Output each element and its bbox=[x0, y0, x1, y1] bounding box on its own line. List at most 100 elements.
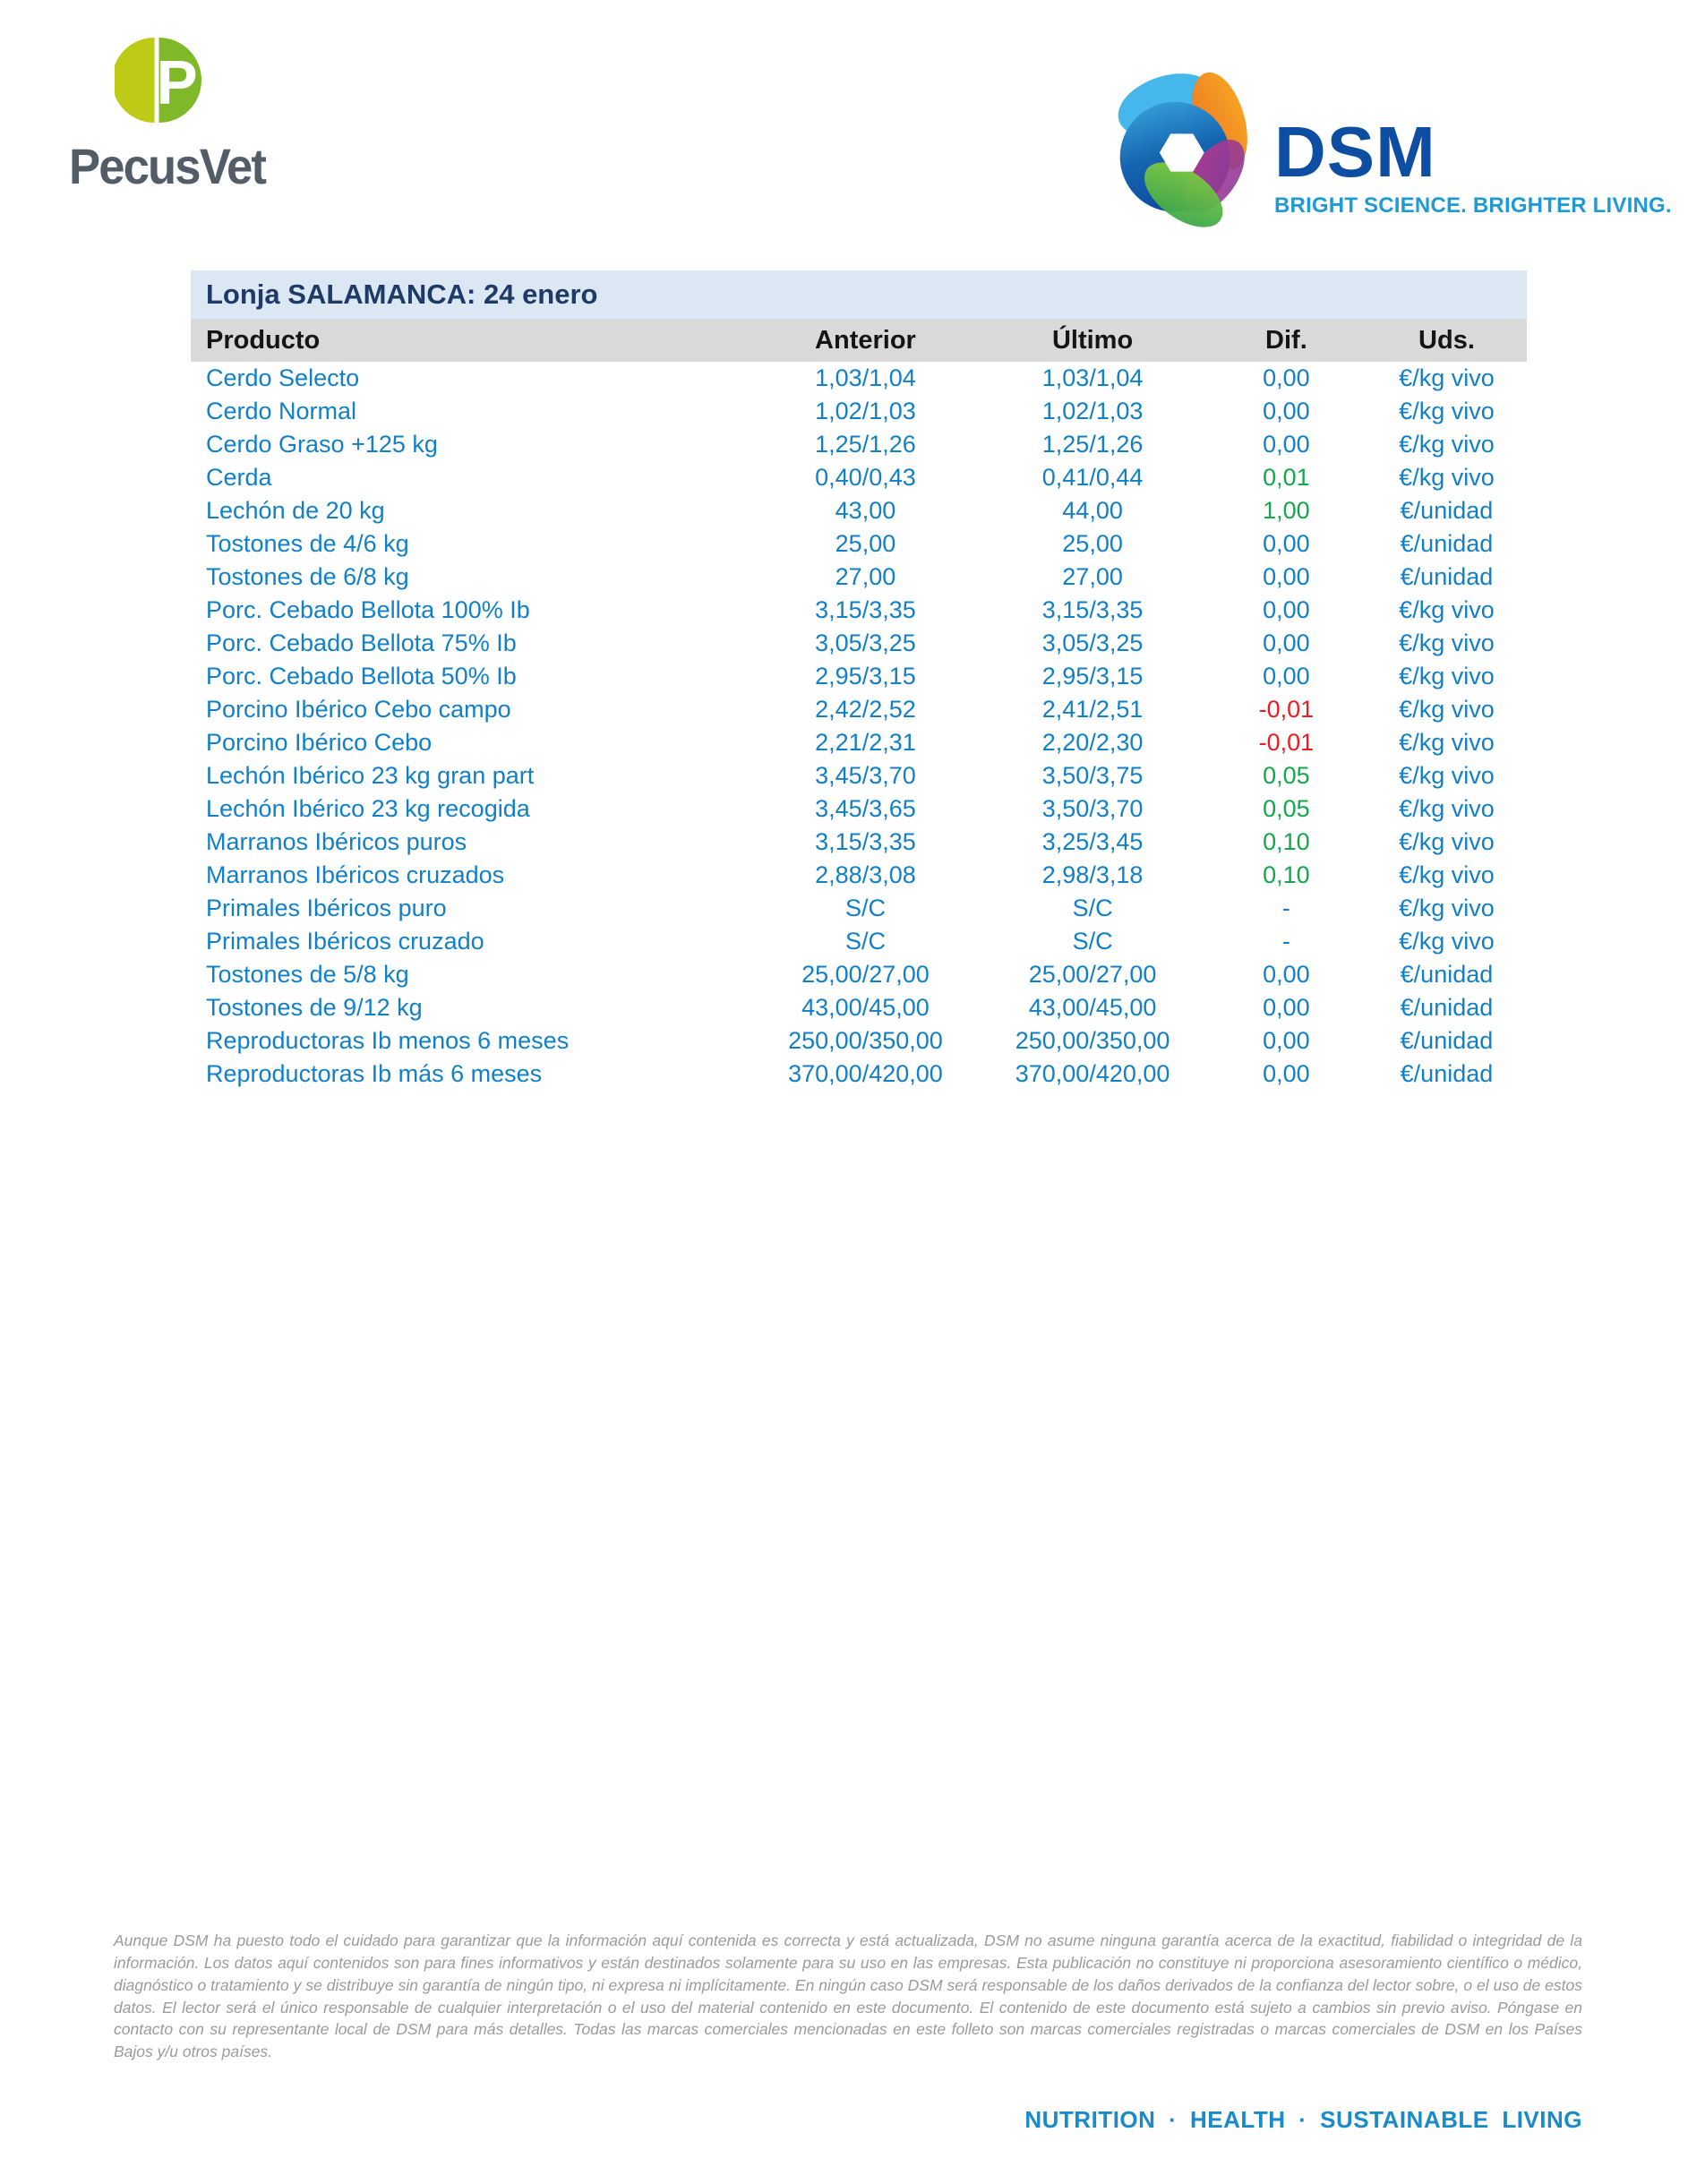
cell-dif: 0,00 bbox=[1263, 961, 1310, 988]
cell-uds: €/unidad bbox=[1400, 497, 1494, 524]
price-table-body: Cerdo Selecto 1,03/1,04 1,03/1,04 0,00 €/kg … bbox=[191, 362, 1527, 1091]
cell-producto: Lechón Ibérico 23 kg recogida bbox=[206, 795, 530, 822]
price-table-head: Producto Anterior Último Dif. Uds. bbox=[191, 319, 1527, 362]
cell-uds: €/unidad bbox=[1400, 961, 1494, 988]
pecusvet-logo: P PecusVet bbox=[69, 36, 320, 195]
cell-uds: €/kg vivo bbox=[1399, 464, 1495, 491]
cell-ultimo: 1,02/1,03 bbox=[1041, 398, 1144, 424]
cell-uds: €/kg vivo bbox=[1399, 729, 1495, 756]
cell-producto: Porc. Cebado Bellota 100% Ib bbox=[206, 596, 530, 623]
cell-dif: 0,00 bbox=[1263, 1027, 1310, 1054]
table-row: Porc. Cebado Bellota 100% Ib 3,15/3,35 3,1… bbox=[191, 594, 1527, 627]
cell-ultimo: 3,50/3,75 bbox=[1041, 762, 1144, 789]
table-row: Tostones de 5/8 kg 25,00/27,00 25,00/27,00… bbox=[191, 958, 1527, 991]
cell-producto: Cerdo Selecto bbox=[206, 364, 360, 391]
cell-anterior: 43,00/45,00 bbox=[801, 994, 930, 1021]
cell-dif: 0,00 bbox=[1263, 630, 1310, 656]
table-row: Primales Ibéricos cruzado S/C S/C - €/kg viv… bbox=[191, 925, 1527, 958]
cell-ultimo: 2,20/2,30 bbox=[1041, 729, 1144, 756]
cell-producto: Porcino Ibérico Cebo campo bbox=[206, 696, 511, 723]
cell-dif: 0,00 bbox=[1263, 1060, 1310, 1087]
cell-uds: €/kg vivo bbox=[1399, 795, 1495, 822]
cell-ultimo: 1,25/1,26 bbox=[1041, 431, 1144, 458]
cell-anterior: 43,00 bbox=[835, 497, 896, 524]
cell-anterior: 3,45/3,65 bbox=[815, 795, 916, 822]
cell-uds: €/kg vivo bbox=[1399, 364, 1495, 391]
table-row: Reproductoras Ib menos 6 meses 250,00/350… bbox=[191, 1024, 1527, 1058]
cell-anterior: 1,25/1,26 bbox=[815, 431, 916, 458]
pecusvet-logo-icon: P bbox=[115, 36, 202, 124]
cell-dif: 0,00 bbox=[1263, 663, 1310, 689]
cell-uds: €/unidad bbox=[1400, 1060, 1494, 1087]
table-row: Porc. Cebado Bellota 75% Ib 3,05/3,25 3,05… bbox=[191, 627, 1527, 660]
pecusvet-wordmark: PecusVet bbox=[69, 138, 267, 194]
price-table: Producto Anterior Último Dif. Uds. Cerdo… bbox=[191, 319, 1527, 1091]
table-row: Lechón Ibérico 23 kg gran part 3,45/3,70 3… bbox=[191, 759, 1527, 792]
cell-uds: €/kg vivo bbox=[1399, 895, 1495, 921]
table-row: Porc. Cebado Bellota 50% Ib 2,95/3,15 2,95… bbox=[191, 660, 1527, 693]
table-row: Porcino Ibérico Cebo campo 2,42/2,52 2,41/… bbox=[191, 693, 1527, 726]
cell-dif: -0,01 bbox=[1258, 729, 1315, 756]
cell-ultimo: 3,05/3,25 bbox=[1041, 630, 1144, 656]
table-row: Primales Ibéricos puro S/C S/C - €/kg vivo bbox=[191, 892, 1527, 925]
cell-ultimo: 370,00/420,00 bbox=[1015, 1060, 1170, 1087]
cell-producto: Primales Ibéricos puro bbox=[206, 895, 447, 921]
cell-anterior: 2,42/2,52 bbox=[815, 696, 916, 723]
cell-ultimo: S/C bbox=[1072, 928, 1113, 955]
table-row: Cerda 0,40/0,43 0,41/0,44 0,01 €/kg vivo bbox=[191, 461, 1527, 494]
cell-uds: €/kg vivo bbox=[1399, 596, 1495, 623]
cell-ultimo: S/C bbox=[1072, 895, 1113, 921]
cell-ultimo: 2,98/3,18 bbox=[1041, 861, 1144, 888]
cell-producto: Marranos Ibéricos puros bbox=[206, 828, 467, 855]
dsm-tagline: BRIGHT SCIENCE. BRIGHTER LIVING. bbox=[1274, 193, 1672, 218]
cell-anterior: 370,00/420,00 bbox=[788, 1060, 943, 1087]
cell-uds: €/kg vivo bbox=[1399, 762, 1495, 789]
dsm-logo: DSM BRIGHT SCIENCE. BRIGHTER LIVING. bbox=[1113, 63, 1672, 242]
table-row: Lechón de 20 kg 43,00 44,00 1,00 €/unidad bbox=[191, 494, 1527, 527]
cell-ultimo: 2,95/3,15 bbox=[1041, 663, 1144, 689]
cell-ultimo: 250,00/350,00 bbox=[1015, 1027, 1170, 1054]
svg-text:P: P bbox=[157, 47, 198, 117]
cell-producto: Cerdo Normal bbox=[206, 398, 357, 424]
cell-dif: 0,00 bbox=[1263, 994, 1310, 1021]
cell-anterior: S/C bbox=[844, 895, 886, 921]
cell-producto: Reproductoras Ib menos 6 meses bbox=[206, 1027, 570, 1054]
cell-anterior: S/C bbox=[844, 928, 886, 955]
cell-producto: Porc. Cebado Bellota 50% Ib bbox=[206, 663, 517, 689]
cell-ultimo: 1,03/1,04 bbox=[1041, 364, 1144, 391]
cell-dif: -0,01 bbox=[1258, 696, 1315, 723]
cell-producto: Primales Ibéricos cruzado bbox=[206, 928, 484, 955]
cell-producto: Cerda bbox=[206, 464, 272, 491]
cell-producto: Porc. Cebado Bellota 75% Ib bbox=[206, 630, 517, 656]
cell-uds: €/kg vivo bbox=[1399, 861, 1495, 888]
cell-dif: 0,00 bbox=[1263, 398, 1310, 424]
cell-producto: Tostones de 6/8 kg bbox=[206, 563, 409, 590]
column-header-anterior: Anterior bbox=[751, 319, 980, 362]
cell-dif: 0,00 bbox=[1263, 596, 1310, 623]
table-row: Tostones de 9/12 kg 43,00/45,00 43,00/45,0… bbox=[191, 991, 1527, 1024]
cell-dif: 0,05 bbox=[1263, 795, 1310, 822]
cell-anterior: 2,21/2,31 bbox=[815, 729, 916, 756]
cell-producto: Reproductoras Ib más 6 meses bbox=[206, 1060, 543, 1087]
cell-ultimo: 25,00 bbox=[1062, 530, 1123, 557]
cell-ultimo: 3,50/3,70 bbox=[1041, 795, 1144, 822]
table-row: Cerdo Graso +125 kg 1,25/1,26 1,25/1,26 0,0… bbox=[191, 428, 1527, 461]
cell-ultimo: 27,00 bbox=[1062, 563, 1123, 590]
cell-uds: €/unidad bbox=[1400, 1027, 1494, 1054]
cell-uds: €/unidad bbox=[1400, 530, 1494, 557]
cell-anterior: 2,88/3,08 bbox=[815, 861, 916, 888]
cell-producto: Porcino Ibérico Cebo bbox=[206, 729, 433, 756]
cell-dif: - bbox=[1281, 895, 1290, 921]
dsm-strapline: NUTRITION · HEALTH · SUSTAINABLE LIVING bbox=[1024, 2106, 1582, 2133]
cell-ultimo: 3,15/3,35 bbox=[1041, 596, 1144, 623]
cell-uds: €/kg vivo bbox=[1399, 928, 1495, 955]
cell-anterior: 0,40/0,43 bbox=[815, 464, 916, 491]
cell-dif: 0,00 bbox=[1263, 431, 1310, 458]
header-row: Producto Anterior Último Dif. Uds. bbox=[191, 319, 1527, 362]
cell-uds: €/kg vivo bbox=[1399, 696, 1495, 723]
column-header-uds: Uds. bbox=[1366, 319, 1527, 362]
dsm-swirl-icon bbox=[1118, 72, 1247, 227]
cell-ultimo: 43,00/45,00 bbox=[1028, 994, 1157, 1021]
cell-producto: Tostones de 4/6 kg bbox=[206, 530, 409, 557]
